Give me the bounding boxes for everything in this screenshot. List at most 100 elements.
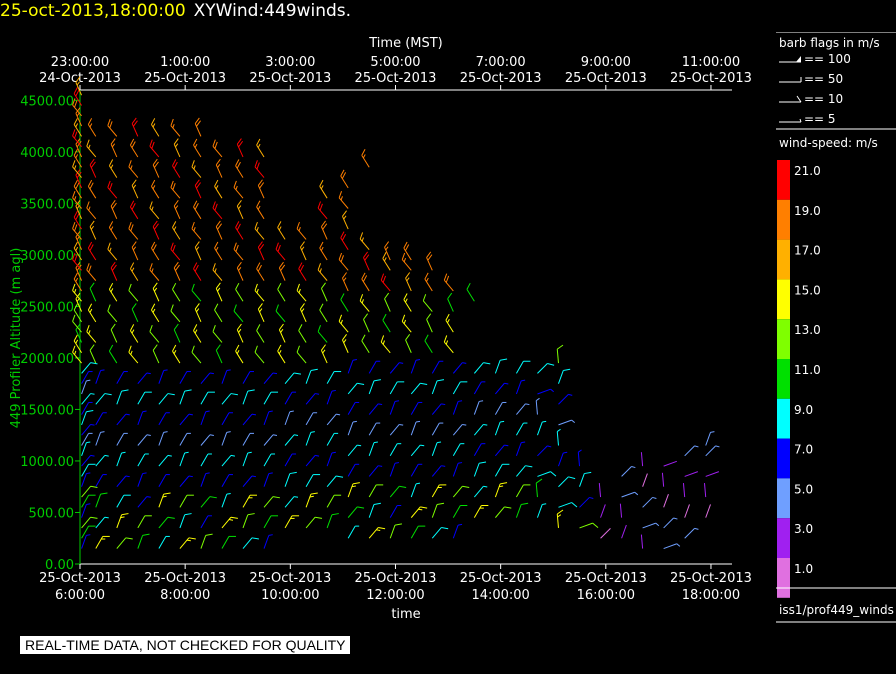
wind-barb-staff	[212, 269, 223, 281]
wind-barb-feather	[75, 323, 81, 330]
top-tick-time: 5:00:00	[370, 55, 420, 70]
wind-barb-half-feather	[196, 308, 200, 313]
wind-barb-staff	[81, 525, 90, 539]
wind-barb-staff	[81, 535, 87, 549]
wind-barb-feather	[556, 509, 564, 515]
wind-barb-staff	[149, 145, 160, 158]
wind-barb-feather	[152, 220, 158, 227]
wind-barb-feather	[86, 410, 94, 413]
barb-legend-flag	[796, 56, 801, 62]
wind-barb-feather	[108, 159, 114, 166]
wind-barb-staff	[81, 433, 90, 446]
wind-barb-staff	[116, 475, 127, 488]
wind-barb-staff	[72, 197, 82, 209]
top-tick-time: 1:00:00	[160, 55, 210, 70]
wind-barb-staff	[235, 165, 244, 178]
wind-barb-half-feather	[278, 349, 282, 354]
wind-barb-staff	[663, 460, 677, 467]
wind-barb-half-feather	[415, 359, 421, 361]
wind-barb-staff	[221, 393, 232, 405]
wind-barb-staff	[389, 424, 400, 436]
wind-barb-feather	[184, 513, 192, 516]
wind-barb-staff	[284, 515, 293, 529]
wind-barb-staff	[422, 300, 433, 312]
wind-barb-staff	[73, 124, 83, 137]
wind-barb-feather	[151, 118, 156, 125]
wind-barb-staff	[95, 474, 104, 487]
wind-barb-staff	[194, 185, 202, 199]
wind-barb-feather	[173, 261, 179, 269]
wind-barb-half-feather	[710, 431, 715, 433]
wind-barb-half-feather	[535, 397, 540, 402]
wind-barb-staff	[342, 277, 349, 292]
wind-barb-staff	[73, 247, 83, 261]
y-tick-label: 1000.00	[20, 455, 74, 470]
speed-color-label: 11.0	[794, 363, 821, 377]
wind-barb-feather	[194, 264, 199, 272]
wind-barb-half-feather	[86, 503, 91, 505]
wind-barb-feather	[317, 324, 321, 332]
wind-barb-half-feather	[479, 400, 484, 402]
wind-barb-staff	[242, 537, 253, 549]
wind-barb-staff	[110, 267, 118, 281]
wind-barb-staff	[305, 455, 316, 467]
wind-barb-half-feather	[151, 206, 154, 211]
wind-barb-staff	[340, 237, 349, 250]
wind-barb-feather	[151, 179, 156, 187]
wind-barb-staff	[242, 371, 251, 384]
wind-barb-feather	[462, 485, 470, 489]
wind-barb-staff	[86, 207, 97, 220]
wind-barb-staff	[87, 247, 97, 261]
wind-barb-feather	[73, 272, 78, 280]
wind-barb-staff	[75, 174, 83, 189]
wind-barb-feather	[256, 200, 261, 208]
wind-barb-staff	[473, 424, 484, 436]
wind-barb-half-feather	[89, 123, 93, 128]
wind-barb-staff	[558, 476, 569, 488]
wind-barb-staff	[347, 421, 354, 436]
wind-barb-staff	[116, 413, 127, 426]
wind-barb-staff	[705, 504, 711, 518]
wind-barb-feather	[441, 527, 449, 530]
wind-barb-staff	[299, 247, 307, 261]
wind-barb-half-feather	[343, 339, 347, 344]
wind-barb-staff	[347, 483, 354, 498]
wind-barb-feather	[401, 314, 406, 322]
wind-barb-staff	[305, 412, 314, 426]
wind-barb-feather	[108, 344, 114, 352]
wind-barb-staff	[81, 464, 90, 477]
wind-barb-feather	[436, 379, 445, 382]
wind-barb-staff	[347, 444, 358, 457]
wind-barb-feather	[153, 161, 159, 168]
wind-barb-staff	[515, 442, 522, 456]
wind-barb-feather	[110, 323, 116, 330]
wind-barb-half-feather	[547, 445, 552, 448]
wind-barb-half-feather	[110, 226, 114, 231]
data-source-label: iss1/prof449_winds	[779, 603, 894, 617]
top-tick-time: 9:00:00	[581, 55, 631, 70]
wind-barbs	[72, 76, 720, 550]
bottom-tick-time: 6:00:00	[55, 588, 105, 603]
wind-barb-staff	[200, 515, 209, 529]
wind-barb-staff	[326, 494, 335, 508]
wind-barb-feather	[75, 107, 81, 114]
wind-barb-feather	[86, 263, 90, 271]
wind-barb-half-feather	[320, 185, 324, 190]
wind-barb-half-feather	[362, 154, 366, 159]
wind-barb-staff	[95, 536, 104, 549]
wind-barb-staff	[86, 331, 97, 343]
wind-barb-feather	[89, 220, 95, 227]
wind-barb-feather	[443, 273, 448, 281]
wind-barb-feather	[547, 362, 555, 366]
wind-barb-staff	[556, 431, 559, 446]
wind-barb-staff	[326, 390, 333, 405]
wind-barb-staff	[319, 247, 328, 261]
wind-barb-staff	[368, 504, 375, 518]
wind-barb-feather	[75, 261, 81, 269]
y-tick-label: 0.00	[45, 558, 74, 573]
wind-barb-half-feather	[322, 349, 326, 354]
wind-barb-staff	[242, 514, 249, 529]
wind-barb-half-feather	[676, 543, 681, 547]
wind-barb-staff	[342, 339, 349, 353]
wind-barb-staff	[363, 257, 370, 271]
